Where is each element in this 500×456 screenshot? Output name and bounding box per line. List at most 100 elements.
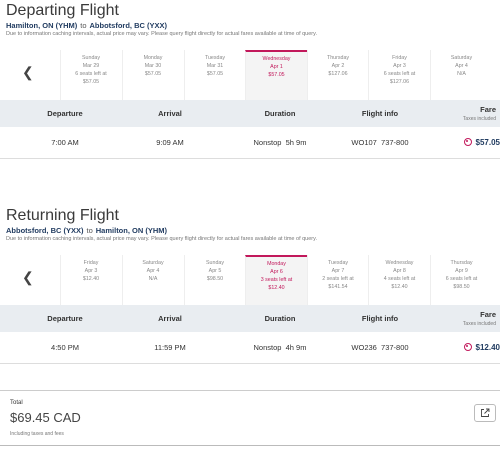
chevron-left-icon[interactable]: ❮ — [22, 64, 34, 80]
date: Apr 7 — [331, 268, 345, 274]
date: Mar 30 — [144, 63, 162, 69]
price: $12.40 — [268, 285, 285, 291]
date-selector: ❮ Sunday Mar 29 6 seats left at $57.05 M… — [0, 50, 500, 100]
weekday: Saturday — [142, 260, 164, 266]
weekday: Friday — [83, 260, 99, 266]
seats-left: 6 seats left at — [445, 276, 478, 282]
destination: Abbotsford, BC (YXX) — [89, 21, 168, 30]
fare-value: $57.05 — [475, 138, 500, 147]
fare-option[interactable]: $57.05 — [463, 127, 500, 159]
fare-option[interactable]: $12.40 — [463, 332, 500, 364]
date: Apr 6 — [270, 269, 283, 275]
date-option-selected[interactable]: Wednesday Apr 1 $57.05 — [245, 50, 307, 100]
section-title: Returning Flight — [6, 207, 119, 224]
duration-value: 5h 9m — [285, 138, 307, 147]
date-option[interactable]: Saturday Apr 4 N/A — [122, 255, 183, 305]
arrival-time: 11:59 PM — [154, 343, 186, 352]
total-summary: Total $69.45 CAD Including taxes and fee… — [0, 390, 500, 446]
seats-left: 6 seats left at — [383, 71, 416, 77]
date-option[interactable]: Friday Apr 3 6 seats left at $127.06 — [368, 50, 430, 100]
stops: Nonstop — [253, 138, 282, 147]
date-option[interactable]: Tuesday Apr 7 2 seats left at $141.54 — [307, 255, 368, 305]
date-option[interactable]: Monday Mar 30 $57.05 — [122, 50, 183, 100]
column-flight-info: Flight info — [361, 314, 399, 323]
date: Apr 3 — [393, 63, 406, 69]
total-note: Including taxes and fees — [10, 431, 64, 437]
aircraft: 737-800 — [381, 138, 409, 147]
price: $57.05 — [82, 79, 100, 85]
flight-info: WO107 737-800 — [340, 127, 420, 159]
weekday: Monday — [143, 55, 163, 61]
weekday: Wednesday — [385, 260, 414, 266]
weekday: Tuesday — [204, 55, 226, 61]
date: Apr 2 — [331, 63, 345, 69]
price: N/A — [148, 276, 158, 282]
origin: Abbotsford, BC (YXX) — [6, 226, 84, 235]
route: Abbotsford, BC (YXX) to Hamilton, ON (YHM) — [6, 226, 167, 235]
route-to: to — [80, 21, 87, 30]
table-header: Departure Arrival Duration Flight info F… — [0, 100, 500, 127]
date: Apr 3 — [84, 268, 98, 274]
date-option[interactable]: Saturday Apr 4 N/A — [430, 50, 492, 100]
column-arrival: Arrival — [158, 314, 182, 323]
date: Apr 9 — [455, 268, 468, 274]
date-option[interactable]: Wednesday Apr 8 4 seats left at $12.40 — [368, 255, 430, 305]
date: Apr 8 — [393, 268, 406, 274]
flight-row[interactable]: 4:50 PM 11:59 PM Nonstop 4h 9m WO236 737… — [0, 332, 500, 364]
date-option[interactable]: Friday Apr 3 $12.40 — [60, 255, 121, 305]
external-link-icon — [481, 408, 490, 417]
price: N/A — [457, 71, 466, 77]
date-option[interactable]: Sunday Apr 5 $98.50 — [184, 255, 245, 305]
date-option-selected[interactable]: Monday Apr 6 3 seats left at $12.40 — [245, 255, 307, 305]
fare-value: $12.40 — [475, 343, 500, 352]
arrival-time: 9:09 AM — [156, 138, 184, 147]
total-amount: $69.45 CAD — [10, 410, 81, 425]
share-button[interactable] — [474, 404, 496, 422]
weekday: Tuesday — [327, 260, 349, 266]
flight-info: WO236 737-800 — [340, 332, 420, 364]
table-header: Departure Arrival Duration Flight info F… — [0, 305, 500, 332]
price: $98.50 — [206, 276, 224, 282]
fare-label: Fare — [480, 105, 496, 114]
column-fare: Fare Taxes included — [440, 100, 500, 127]
price: $12.40 — [391, 284, 408, 290]
column-fare: Fare Taxes included — [440, 305, 500, 332]
date: Mar 29 — [82, 63, 100, 69]
weekday: Sunday — [82, 55, 100, 61]
fare-sublabel: Taxes included — [462, 116, 496, 122]
duration: Nonstop 4h 9m — [240, 332, 320, 364]
column-departure: Departure — [47, 314, 83, 323]
fare-label: Fare — [480, 310, 496, 319]
column-flight-info: Flight info — [361, 109, 399, 118]
departure-time: 4:50 PM — [51, 343, 79, 352]
date-option[interactable]: Sunday Mar 29 6 seats left at $57.05 — [60, 50, 121, 100]
seats-left: 3 seats left at — [260, 277, 293, 283]
duration: Nonstop 5h 9m — [240, 127, 320, 159]
total-label: Total — [10, 400, 23, 406]
date-option[interactable]: Tuesday Mar 31 $57.05 — [184, 50, 245, 100]
weekday: Friday — [392, 55, 407, 61]
flight-row[interactable]: 7:00 AM 9:09 AM Nonstop 5h 9m WO107 737-… — [0, 127, 500, 159]
chevron-left-icon[interactable]: ❮ — [22, 269, 34, 285]
weekday: Thursday — [450, 260, 473, 266]
date: Apr 4 — [455, 63, 468, 69]
weekday: Sunday — [206, 260, 224, 266]
route-to: to — [86, 226, 93, 235]
origin: Hamilton, ON (YHM) — [6, 21, 78, 30]
seats-left: 2 seats left at — [322, 276, 354, 282]
weekday: Wednesday — [262, 56, 291, 62]
price: $127.06 — [389, 79, 410, 85]
radio-selected-icon[interactable] — [463, 137, 472, 146]
date: Apr 5 — [208, 268, 222, 274]
date-option[interactable]: Thursday Apr 2 $127.06 — [307, 50, 368, 100]
date: Mar 31 — [206, 63, 224, 69]
seats-left: 6 seats left at — [75, 71, 107, 77]
fare-sublabel: Taxes included — [462, 321, 496, 327]
section-title: Departing Flight — [6, 2, 119, 19]
seats-left: 4 seats left at — [383, 276, 416, 282]
price: $57.05 — [268, 72, 285, 78]
flight-number: WO236 — [351, 343, 377, 352]
aircraft: 737-800 — [381, 343, 409, 352]
radio-selected-icon[interactable] — [463, 342, 472, 351]
date-option[interactable]: Thursday Apr 9 6 seats left at $98.50 — [430, 255, 492, 305]
